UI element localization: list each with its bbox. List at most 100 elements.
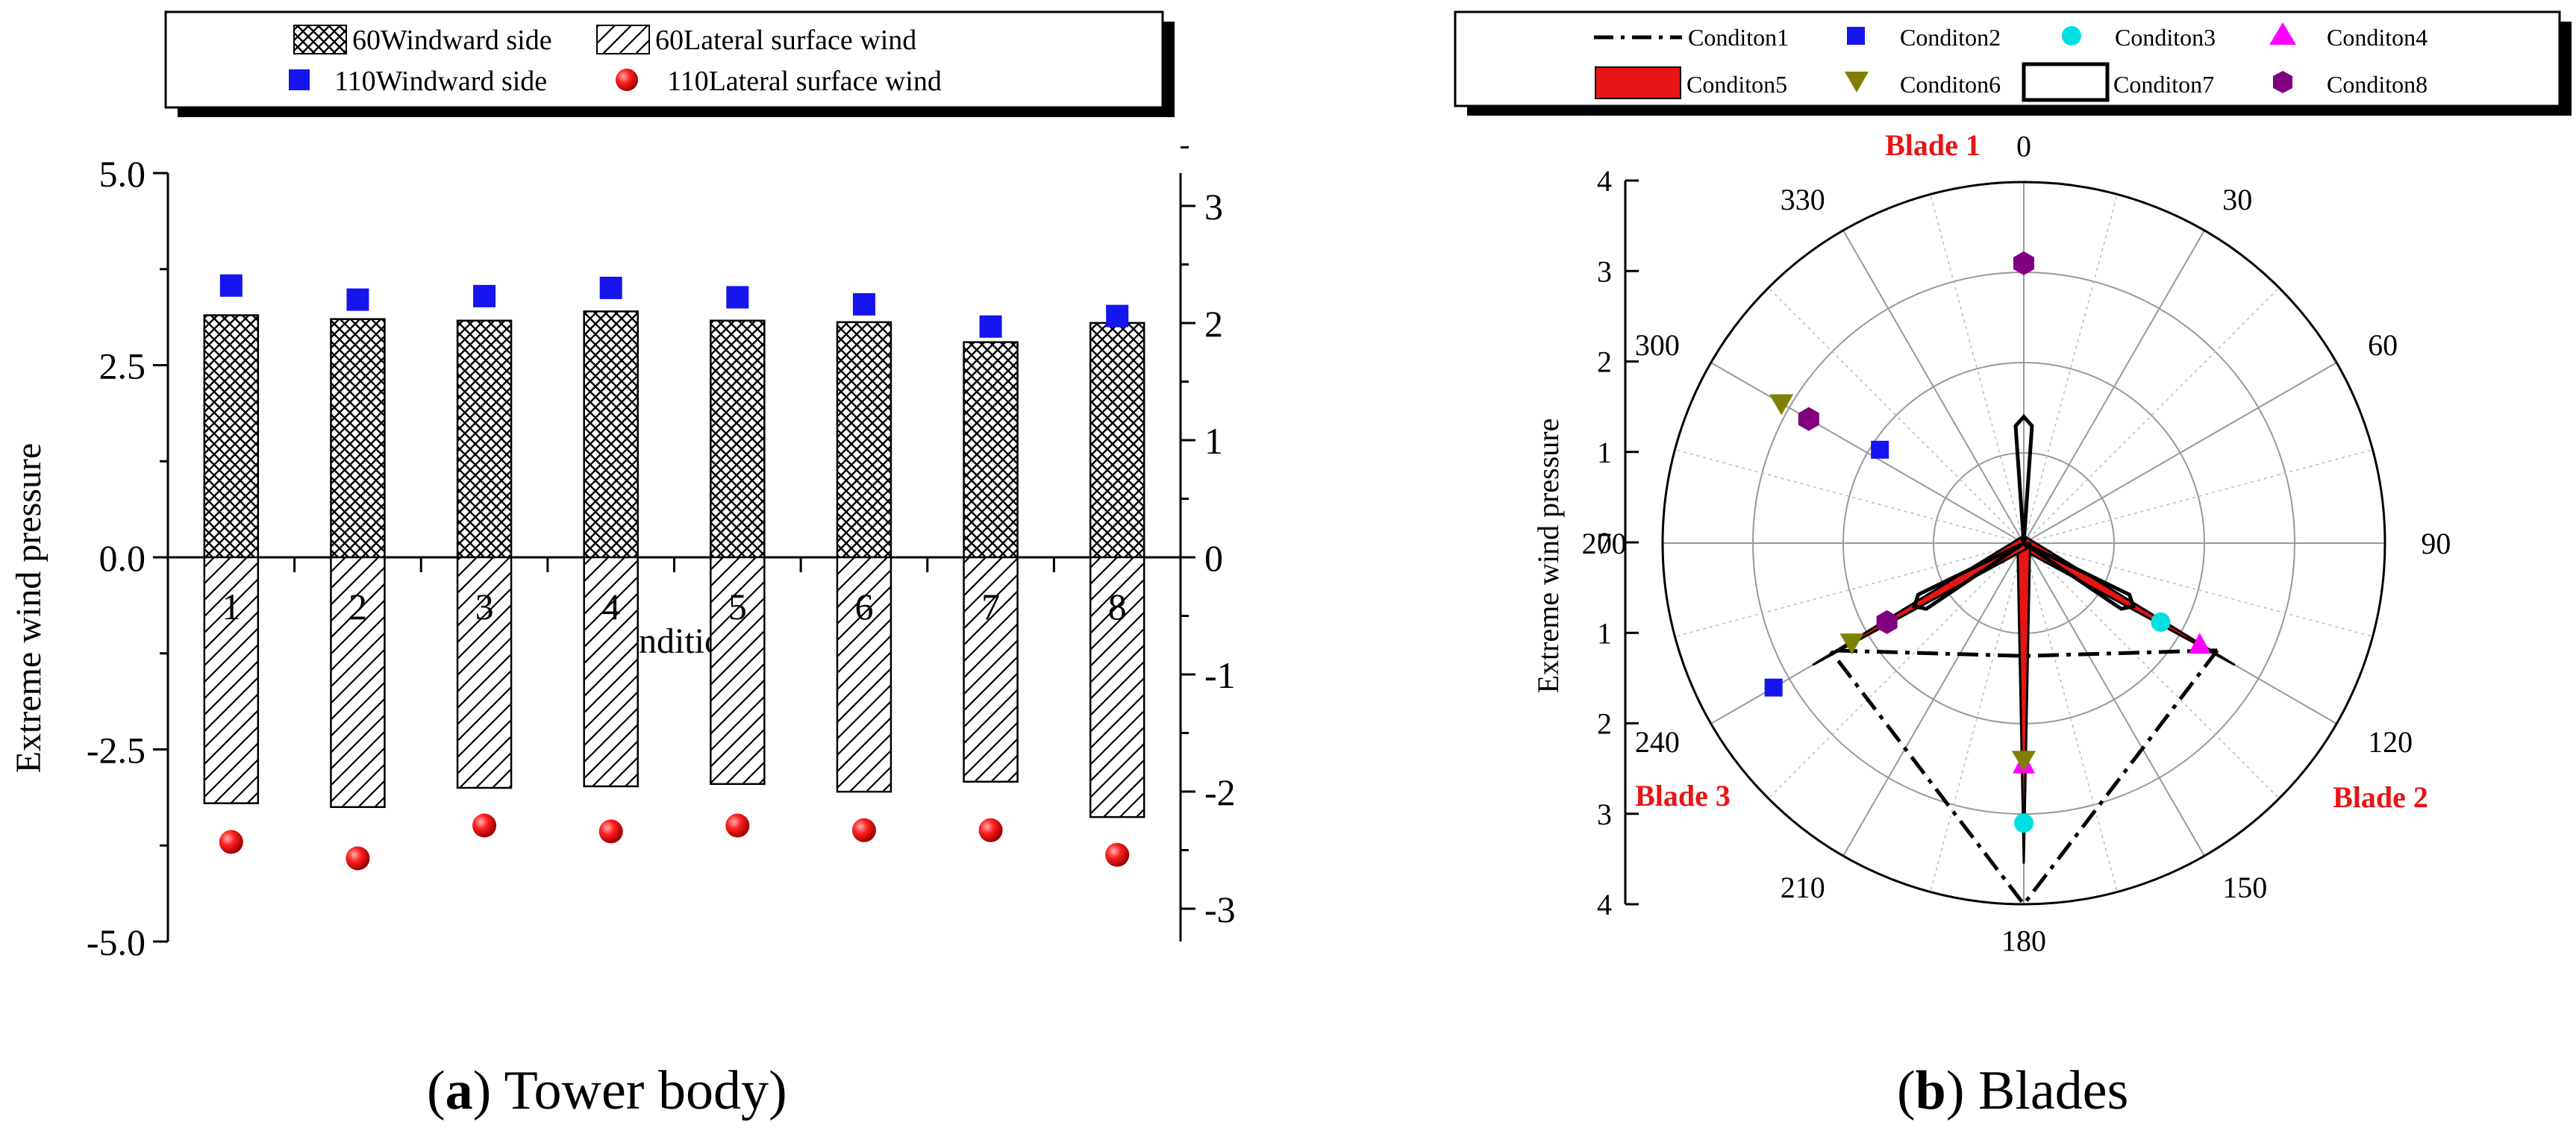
- r-tick-label-b: 0: [1597, 526, 1612, 560]
- x-tick-label-a: 4: [601, 586, 620, 627]
- x-tick-label-a: 8: [1108, 586, 1127, 627]
- r-tick-label-b: 3: [1597, 254, 1612, 288]
- blade-outline-conditon7: [2013, 413, 2034, 544]
- bar-60windward: [963, 341, 1019, 559]
- y2-tick-label-a: -1: [1204, 654, 1236, 696]
- theta-tick-label: 60: [2368, 328, 2398, 362]
- legend-swatch-60lateral: [596, 25, 650, 54]
- line-conditon1: [1826, 648, 2219, 908]
- legend-a: 60Windward side 60Lateral surface wind 1…: [164, 10, 1175, 117]
- legend-swatch-60windward: [293, 25, 347, 54]
- bar-60lateral: [710, 556, 766, 786]
- marker-110lateral: [1105, 842, 1130, 867]
- y2-tick-label-a: 3: [1204, 186, 1223, 228]
- y2-tick-label-a: -2: [1204, 771, 1236, 813]
- marker-110windward: [473, 284, 496, 307]
- blade-outline-conditon7: [1912, 541, 2025, 611]
- legend-label-conditon3: Conditon3: [2115, 24, 2216, 51]
- legend-label-conditon7: Conditon7: [2113, 71, 2214, 98]
- marker-triangle-down: [2012, 751, 2036, 772]
- marker-triangle-up: [2188, 633, 2211, 654]
- r-tick-label-b: 1: [1597, 616, 1612, 650]
- marker-110lateral: [472, 813, 497, 838]
- legend-marker-conditon7: [2022, 62, 2110, 102]
- theta-tick-label: 330: [1781, 183, 1825, 216]
- bar-60windward: [330, 318, 386, 559]
- legend-label-110windward: 110Windward side: [334, 66, 547, 97]
- theta-tick-label: 210: [1781, 871, 1825, 904]
- legend-marker-110windward: [289, 69, 310, 90]
- marker-square: [1764, 678, 1783, 697]
- bar-60windward: [1089, 322, 1145, 559]
- r-tick-label-b: 4: [1597, 164, 1612, 198]
- legend-b: Conditon1 Conditon2 Conditon3 Conditon4 …: [1454, 10, 2572, 116]
- x-tick-label-a: 1: [222, 586, 240, 627]
- y-tick-label-a: 2.5: [99, 345, 146, 387]
- caption-b: (b) Blades: [1897, 1060, 2129, 1121]
- marker-110lateral: [346, 846, 370, 871]
- legend-marker-conditon6: [1845, 72, 1869, 93]
- r-tick-label-b: 2: [1597, 345, 1612, 379]
- legend-label-conditon2: Conditon2: [1900, 24, 2001, 51]
- theta-tick-label: 150: [2222, 871, 2267, 904]
- x-tick-label-a: 2: [348, 586, 367, 627]
- r-tick-label-b: 2: [1597, 707, 1612, 741]
- theta-tick-label: 270: [1582, 527, 1627, 560]
- marker-triangle-down: [1839, 633, 1864, 655]
- marker-hexagon: [2013, 251, 2034, 275]
- legend-label-conditon6: Conditon6: [1900, 71, 2001, 98]
- annotation-blade-3: Blade 3: [1635, 779, 1731, 812]
- x-tick-label-a: 7: [981, 586, 1000, 627]
- bar-60windward: [456, 319, 513, 559]
- legend-label-110lateral: 110Lateral surface wind: [667, 66, 942, 97]
- legend-marker-conditon5: [1595, 66, 1681, 99]
- caption-a: (a) Tower body): [427, 1060, 787, 1121]
- theta-tick-label: 0: [2016, 130, 2031, 163]
- r-axis-label-b: Extreme wind pressure: [1531, 419, 1565, 694]
- polar-outer-ring: [1661, 181, 2386, 906]
- bar-60lateral: [583, 556, 639, 788]
- y-tick-label-a: 5.0: [99, 153, 146, 195]
- y2-tick-label-a: 2: [1204, 303, 1223, 345]
- annotation-blade-2: Blade 2: [2333, 780, 2428, 814]
- annotation-blade-1: Blade 1: [1885, 128, 1981, 162]
- x-tick-label-a: 6: [854, 586, 873, 627]
- x-tick-label-a: 3: [475, 586, 494, 627]
- marker-110windward: [219, 274, 243, 297]
- bar-60windward: [203, 314, 260, 559]
- legend-label-conditon1: Conditon1: [1688, 24, 1789, 51]
- marker-110lateral: [219, 830, 243, 854]
- legend-marker-110lateral: [616, 69, 638, 91]
- polar-grid-spoke: [1842, 230, 2025, 544]
- bar-60windward: [836, 321, 892, 559]
- y-tick-label-a: -2.5: [87, 730, 146, 771]
- bar-60lateral: [456, 556, 513, 789]
- y2-tick-label-a: 0: [1204, 537, 1223, 579]
- legend-marker-conditon8: [2273, 71, 2292, 93]
- theta-tick-label: 90: [2421, 527, 2451, 560]
- panel-a-tower-body: 60Windward side 60Lateral surface wind 1…: [9, 10, 1236, 963]
- marker-110windward: [599, 276, 622, 299]
- marker-triangle-down: [1769, 394, 1794, 416]
- polar-grid-spoke: [2023, 542, 2205, 856]
- marker-hexagon: [1876, 610, 1898, 634]
- marker-circle: [2151, 612, 2171, 632]
- y-tick-label-a: -5.0: [87, 921, 146, 963]
- polar-grid-spoke: [1842, 542, 2025, 856]
- theta-tick-label: 120: [2368, 725, 2413, 759]
- bar-60lateral: [1089, 556, 1145, 818]
- bar-60lateral: [836, 556, 892, 793]
- legend-label-conditon4: Conditon4: [2327, 24, 2427, 51]
- marker-circle: [2014, 813, 2033, 833]
- theta-tick-label: 180: [2001, 924, 2046, 957]
- marker-110lateral: [725, 813, 750, 838]
- x-tick-label-a: 5: [728, 586, 747, 627]
- legend-marker-conditon4: [2269, 22, 2296, 45]
- marker-110lateral: [598, 819, 623, 844]
- polar-grid-spoke: [2023, 230, 2205, 544]
- bar-60windward: [583, 310, 639, 559]
- marker-110windward: [1106, 304, 1129, 328]
- theta-tick-label: 240: [1635, 725, 1680, 759]
- marker-110lateral: [851, 818, 876, 842]
